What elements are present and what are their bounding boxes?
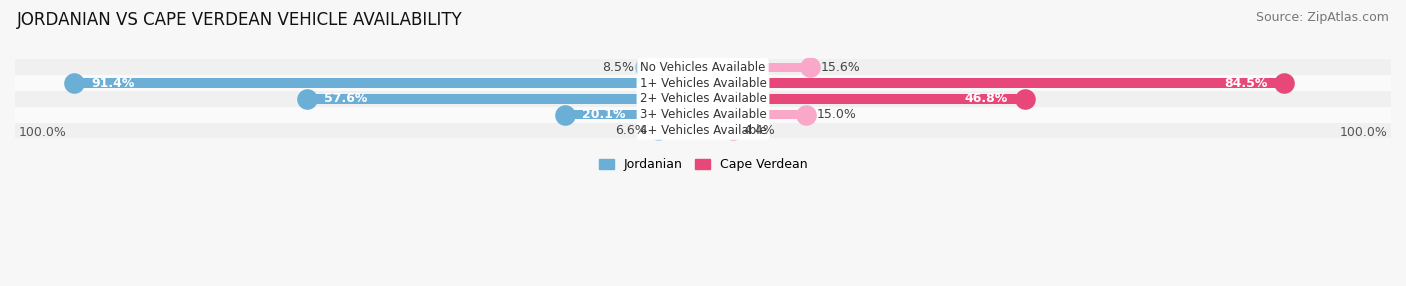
Bar [15,59,1391,75]
Bar [703,94,1025,104]
Text: 91.4%: 91.4% [91,77,135,90]
Text: 2+ Vehicles Available: 2+ Vehicles Available [640,92,766,105]
Bar [15,122,1391,138]
Bar [75,78,703,88]
Bar [15,91,1391,107]
Legend: Jordanian, Cape Verdean: Jordanian, Cape Verdean [593,153,813,176]
Bar [703,110,806,119]
Text: 3+ Vehicles Available: 3+ Vehicles Available [640,108,766,121]
Text: 4+ Vehicles Available: 4+ Vehicles Available [640,124,766,137]
Text: 100.0%: 100.0% [1340,126,1388,139]
Bar [307,94,703,104]
Text: 57.6%: 57.6% [323,92,367,105]
Text: 20.1%: 20.1% [582,108,626,121]
Text: 8.5%: 8.5% [602,61,634,74]
Text: No Vehicles Available: No Vehicles Available [640,61,766,74]
Bar [644,63,703,72]
Bar [658,126,703,135]
Bar [703,63,810,72]
Bar [565,110,703,119]
Text: JORDANIAN VS CAPE VERDEAN VEHICLE AVAILABILITY: JORDANIAN VS CAPE VERDEAN VEHICLE AVAILA… [17,11,463,29]
Bar [703,78,1284,88]
Text: 1+ Vehicles Available: 1+ Vehicles Available [640,77,766,90]
Text: 100.0%: 100.0% [18,126,66,139]
Text: Source: ZipAtlas.com: Source: ZipAtlas.com [1256,11,1389,24]
Bar [15,75,1391,91]
Bar [703,126,734,135]
Text: 84.5%: 84.5% [1223,77,1267,90]
Text: 15.6%: 15.6% [821,61,860,74]
Text: 6.6%: 6.6% [616,124,647,137]
Text: 4.4%: 4.4% [744,124,775,137]
Text: 46.8%: 46.8% [965,92,1008,105]
Bar [15,107,1391,122]
Text: 15.0%: 15.0% [817,108,856,121]
